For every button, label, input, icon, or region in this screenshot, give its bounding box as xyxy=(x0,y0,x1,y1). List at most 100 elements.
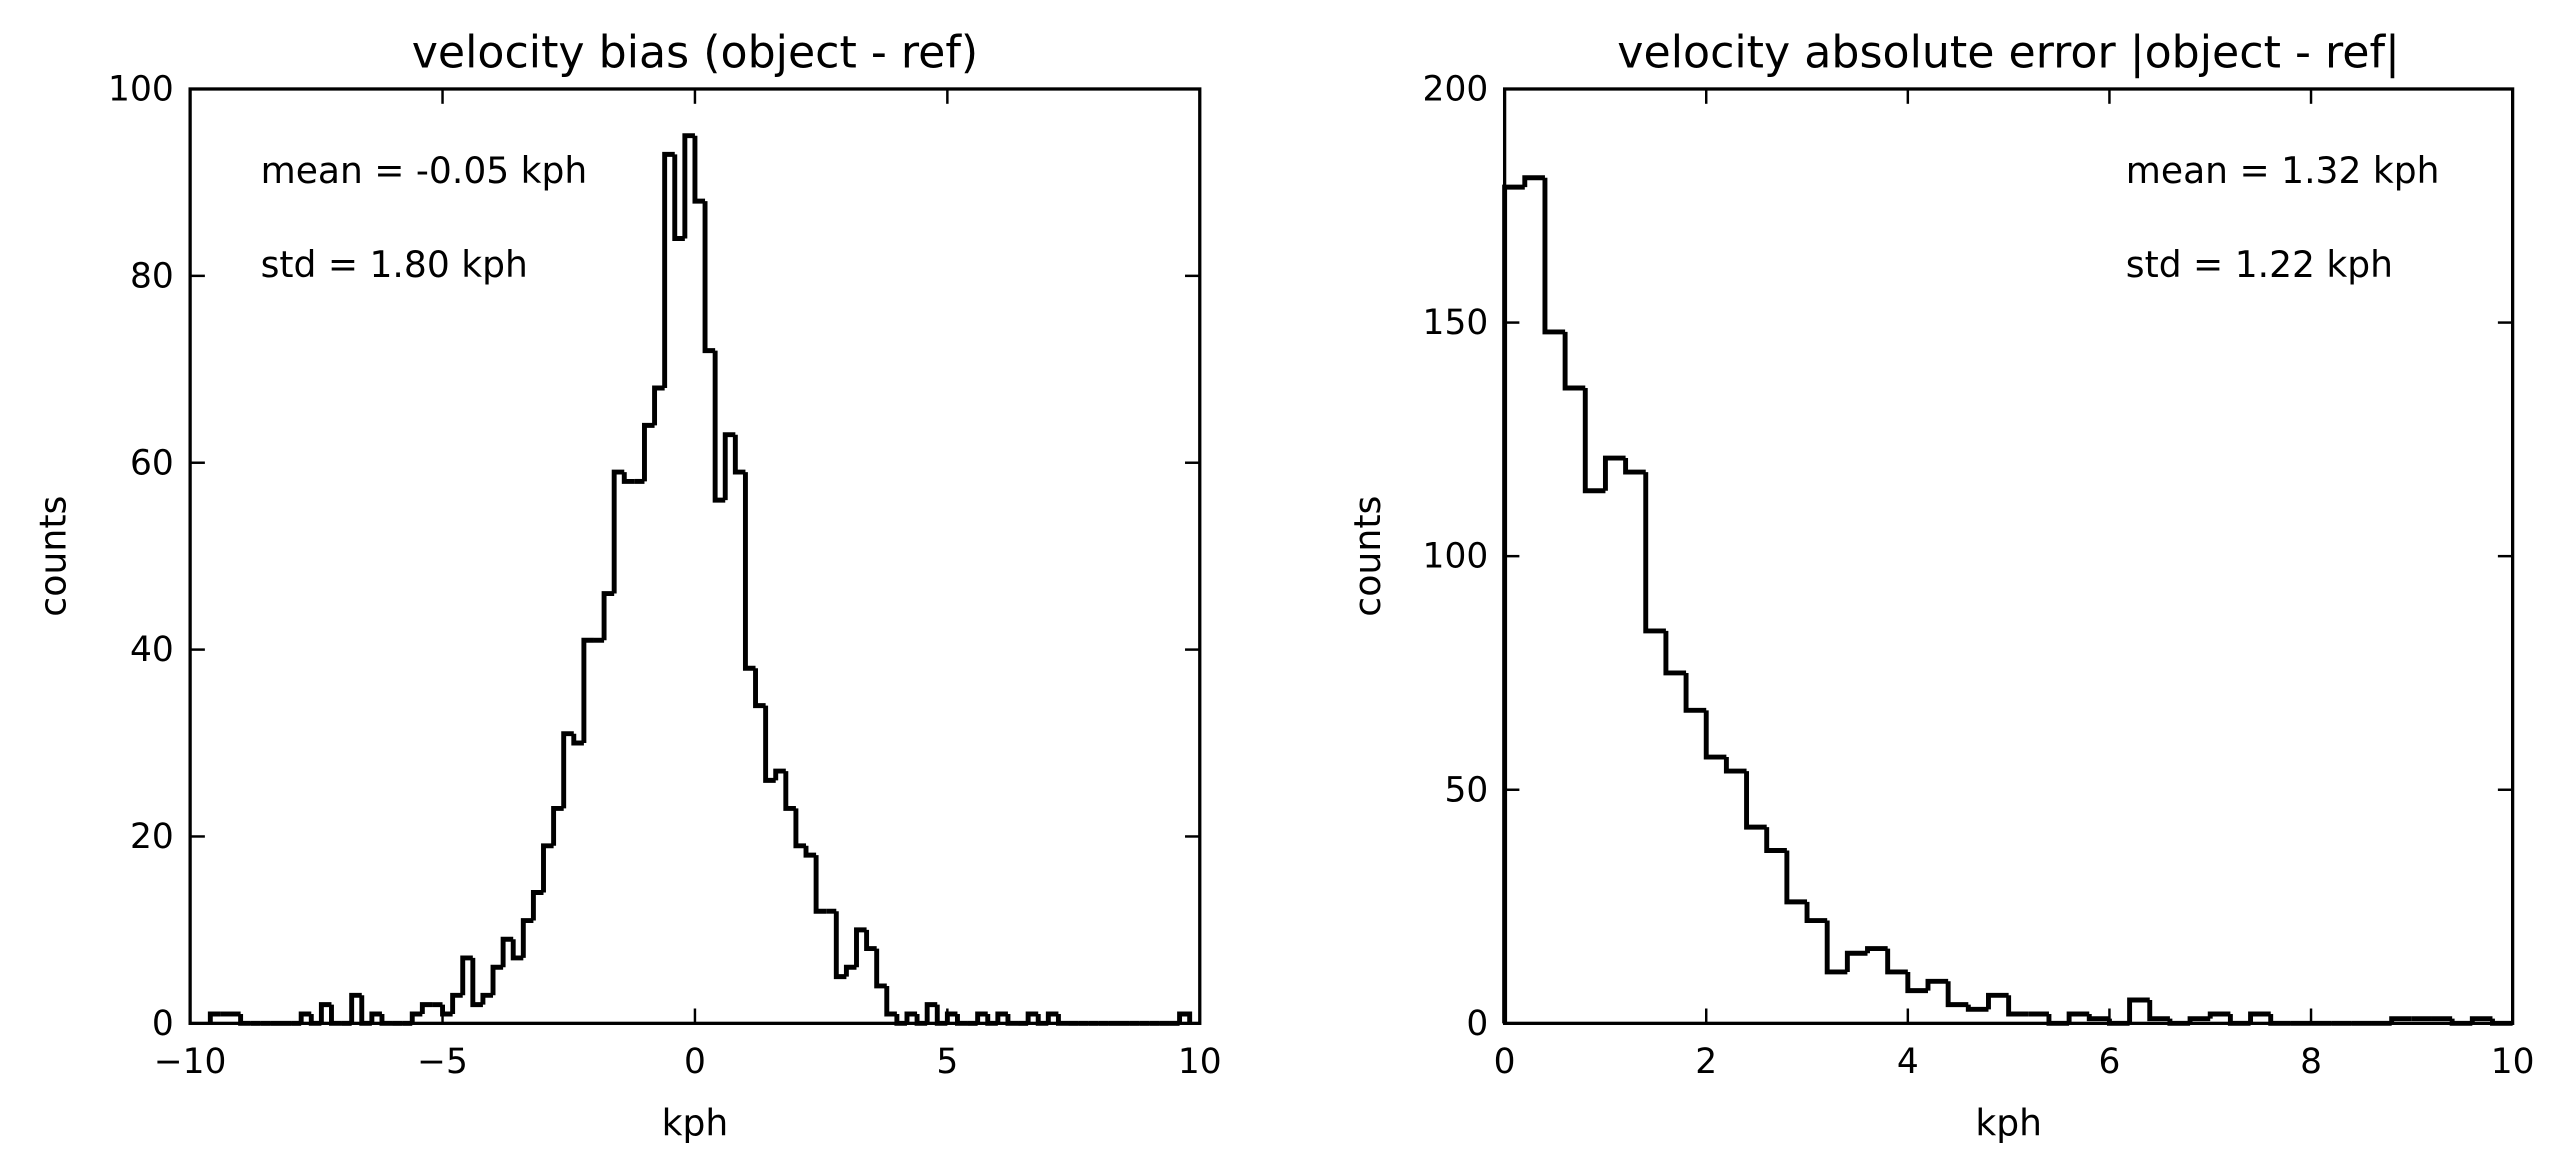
histogram-step xyxy=(682,133,695,239)
histogram-step xyxy=(1025,1011,1039,1024)
y-tick-label: 150 xyxy=(1423,303,1489,343)
histogram-step xyxy=(783,771,796,811)
x-tick-label: 0 xyxy=(1494,1042,1516,1082)
histogram-step xyxy=(1623,458,1646,475)
histogram-step xyxy=(1865,946,1888,954)
histogram-step xyxy=(884,985,897,1017)
histogram-step xyxy=(995,1011,1008,1024)
histogram-step xyxy=(722,432,736,501)
x-tick-label: −10 xyxy=(154,1042,227,1082)
histogram-step xyxy=(1965,1004,1989,1012)
histogram-step xyxy=(541,843,554,893)
histogram-step xyxy=(1945,981,1969,1008)
y-axis-label: counts xyxy=(32,496,75,617)
histogram-step xyxy=(1804,901,1828,924)
chart-title: velocity absolute error |object - ref| xyxy=(1617,27,2400,78)
histogram-step xyxy=(803,845,817,858)
histogram-step xyxy=(1582,387,1606,494)
histogram-step xyxy=(662,151,675,388)
y-tick-label: 100 xyxy=(1423,537,1489,577)
histogram-step xyxy=(2066,1011,2090,1024)
histogram-step xyxy=(480,992,494,1005)
annotation: std = 1.22 kph xyxy=(2126,243,2393,286)
plot-frame xyxy=(1502,87,2515,1025)
histogram-step xyxy=(520,918,534,958)
histogram-step xyxy=(1177,1011,1193,1024)
histogram-step xyxy=(793,808,807,849)
histogram-step xyxy=(1824,920,1848,975)
histogram-step xyxy=(561,731,574,809)
histogram-step xyxy=(581,637,594,744)
x-tick-label: 10 xyxy=(2491,1042,2535,1082)
histogram-step xyxy=(1683,672,1707,713)
histogram-step xyxy=(621,472,635,484)
histogram-step xyxy=(763,705,776,783)
y-tick-label: 0 xyxy=(1466,1004,1488,1044)
x-tick-label: 10 xyxy=(1178,1042,1222,1082)
annotation: mean = -0.05 kph xyxy=(261,149,588,192)
histogram-step xyxy=(318,1002,332,1024)
histogram-step xyxy=(874,948,887,989)
histogram-step xyxy=(1986,992,2009,1010)
histogram-step xyxy=(490,964,504,996)
x-tick-label: 2 xyxy=(1695,1042,1717,1082)
annotation: mean = 1.32 kph xyxy=(2126,149,2440,192)
x-tick-label: 4 xyxy=(1897,1042,1919,1082)
histogram-step xyxy=(702,201,716,354)
histogram-step xyxy=(2207,1011,2231,1019)
x-tick-label: 5 xyxy=(936,1042,958,1082)
histogram-step xyxy=(1663,630,1687,676)
histogram-step xyxy=(652,385,665,426)
histogram-step xyxy=(1905,971,1928,994)
histogram-step xyxy=(1045,1011,1059,1024)
histogram-step xyxy=(2127,997,2150,1024)
histogram-step xyxy=(207,1011,221,1024)
histogram-step xyxy=(470,957,483,1008)
y-tick-label: 200 xyxy=(1423,69,1489,109)
histogram-step xyxy=(369,1011,382,1024)
y-tick-label: 60 xyxy=(130,443,174,483)
plot-frame xyxy=(188,87,1202,1025)
x-tick-label: 0 xyxy=(684,1042,706,1082)
annotation: std = 1.80 kph xyxy=(261,243,528,286)
y-tick-label: 80 xyxy=(130,256,174,296)
histogram-step xyxy=(712,350,726,503)
histogram-step xyxy=(833,911,847,980)
histogram-step xyxy=(642,422,655,482)
histogram-step xyxy=(1784,850,1808,905)
histogram-step xyxy=(975,1011,988,1024)
histogram-step xyxy=(1643,472,1666,634)
histogram-step xyxy=(510,939,524,961)
histogram-step xyxy=(611,469,625,594)
histogram-step xyxy=(904,1011,918,1024)
histogram-step xyxy=(2006,995,2029,1017)
histogram-step xyxy=(924,1002,938,1024)
histogram-step xyxy=(571,733,584,746)
histogram-step xyxy=(1844,950,1868,972)
x-tick-label: 6 xyxy=(2098,1042,2120,1082)
histogram-step xyxy=(500,936,514,968)
y-tick-label: 0 xyxy=(152,1004,174,1044)
histogram-step xyxy=(601,591,615,641)
histogram-step xyxy=(419,1002,433,1014)
histogram-step xyxy=(1502,184,1525,1024)
histogram-step xyxy=(773,768,786,781)
histogram-step xyxy=(672,154,685,241)
y-tick-label: 100 xyxy=(108,69,174,109)
histogram-step xyxy=(692,135,706,204)
histogram-step xyxy=(530,890,544,921)
x-tick-label: −5 xyxy=(417,1042,468,1082)
x-axis-label: kph xyxy=(662,1101,729,1144)
histogram-step xyxy=(298,1011,312,1024)
histogram-step xyxy=(813,855,827,914)
histogram-step xyxy=(409,1011,423,1024)
histogram-step xyxy=(450,992,463,1014)
histogram-step xyxy=(854,927,867,968)
histogram-step xyxy=(1703,710,1727,760)
histogram-step xyxy=(1925,978,1949,991)
histogram-step xyxy=(460,955,473,996)
x-tick-label: 8 xyxy=(2300,1042,2322,1082)
histogram-step xyxy=(1764,827,1787,853)
histogram-step xyxy=(742,472,756,671)
